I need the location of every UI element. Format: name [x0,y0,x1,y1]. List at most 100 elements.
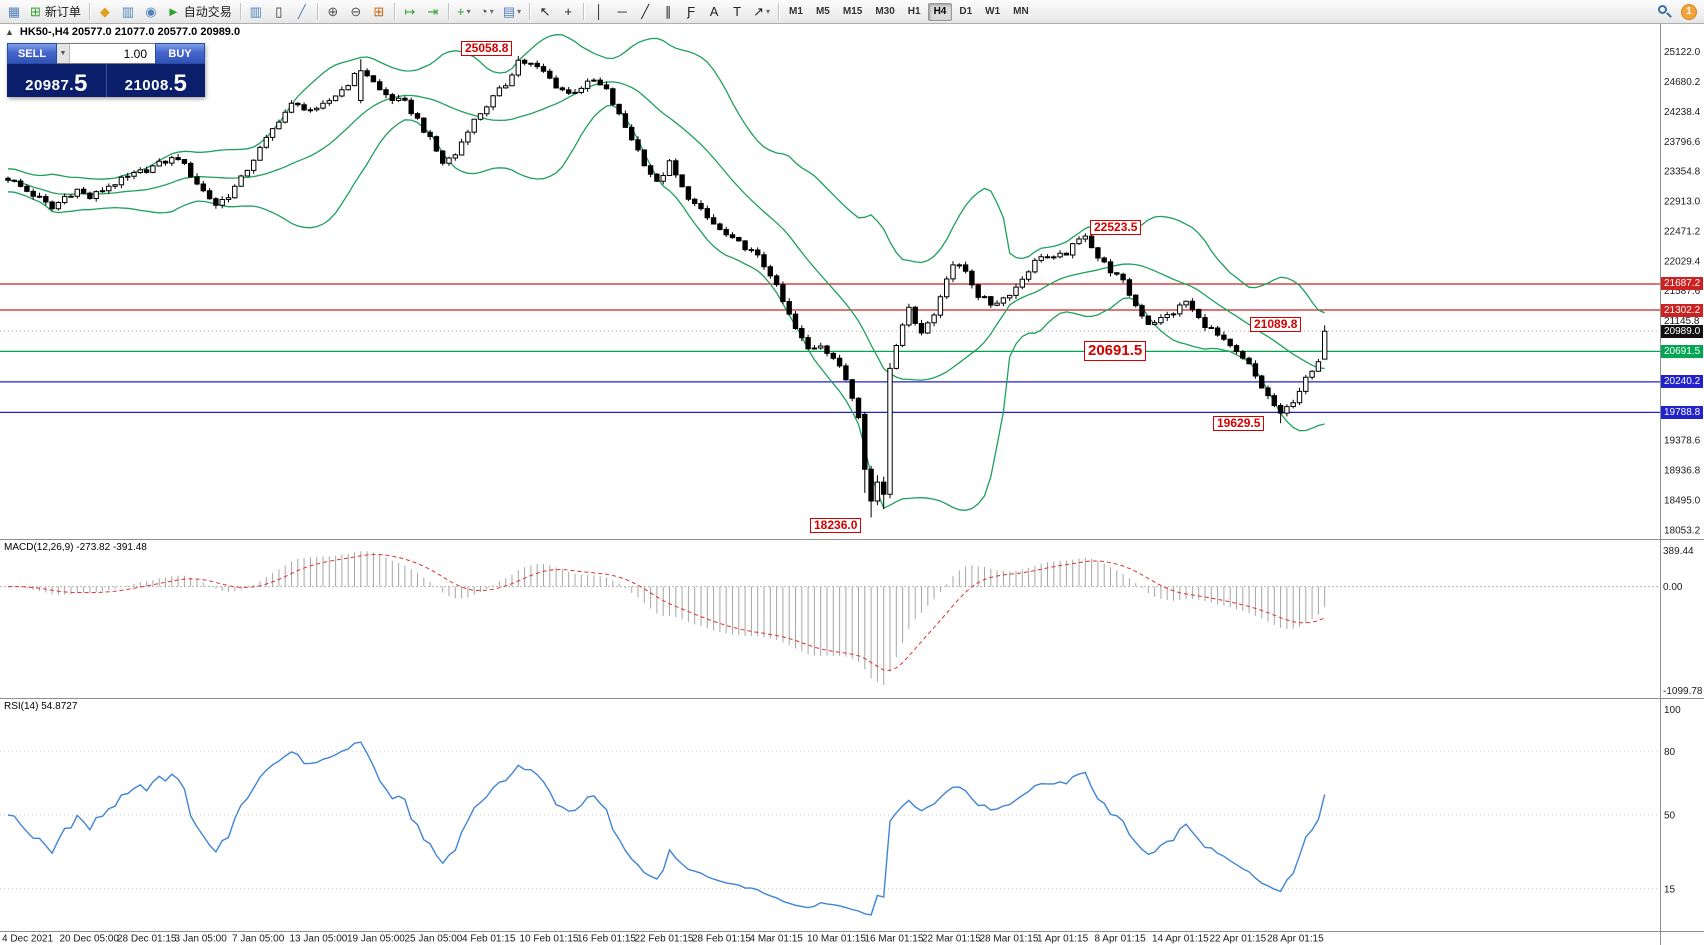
chart-shift-button[interactable]: ⇥ [422,2,444,22]
timeframe-m15[interactable]: M15 [842,6,863,17]
channel-icon: ∥ [664,4,672,19]
timeframe-m5[interactable]: M5 [815,6,830,17]
volume-input[interactable] [70,46,155,61]
time-tick-label: 14 Apr 01:15 [1152,934,1209,945]
sell-button[interactable]: SELL [7,43,57,64]
price-callout-label[interactable]: 21089.8 [1250,317,1302,332]
cursor-icon: ↖ [539,4,551,19]
time-tick-label: 13 Jan 05:00 [290,934,348,945]
price-tick-label: 22471.2 [1664,226,1701,237]
time-axis[interactable] [0,931,1660,945]
cursor-button[interactable]: ↖ [534,2,556,22]
horizontal-line-icon: ─ [617,4,627,19]
price-tick-label: 23796.6 [1664,137,1701,148]
timeframe-h1[interactable]: H1 [907,6,921,17]
rsi-tick-label: 15 [1664,884,1676,895]
price-tick-label: 22029.4 [1664,256,1701,267]
text-button[interactable]: A [703,2,725,22]
rsi-line [7,741,1326,916]
new-chart-button[interactable]: ▦ [3,2,25,22]
indicators-button[interactable]: + ▾ [453,2,475,22]
zoom-out-button[interactable]: ⊖ [345,2,367,22]
autotrading-play-icon: ► [166,4,180,19]
text-icon: A [709,4,719,19]
price-callout-label[interactable]: 22523.5 [1090,220,1142,235]
volume-field[interactable]: ▼ [57,43,155,64]
dropdown-arrow-icon: ▾ [517,7,522,16]
autotrading-button[interactable]: ► 自动交易 [163,2,236,22]
buy-button[interactable]: BUY [155,43,205,64]
templates-button[interactable]: ▤ ▾ [499,2,525,22]
navigator-button[interactable]: ◉ [140,2,162,22]
toolbar-separator [316,3,318,20]
symbol-ohlc-label: HK50-,H4 20577.0 21077.0 20577.0 20989.0 [19,26,241,38]
time-tick-label: 10 Mar 01:15 [807,934,866,945]
text-label-icon: T [733,4,742,19]
zoom-in-button[interactable]: ⊕ [322,2,344,22]
price-axis[interactable] [1660,24,1704,931]
rsi-tick-label: 100 [1664,705,1681,716]
timeframe-w1[interactable]: W1 [985,6,1001,17]
fibonacci-icon: Ƒ [687,4,696,19]
tile-windows-button[interactable]: ⊞ [368,2,390,22]
vertical-line-button[interactable]: │ [588,2,610,22]
timeframe-m1[interactable]: M1 [789,6,803,17]
time-tick-label: 28 Feb 01:15 [692,934,751,945]
zoom-in-icon: ⊕ [327,4,339,19]
toolbar-separator [393,3,395,20]
trendline-button[interactable]: ╱ [634,2,656,22]
bar-chart-button[interactable]: ▥ [245,2,267,22]
time-tick-label: 28 Dec 01:15 [117,934,177,945]
price-tick-label: 19378.6 [1664,436,1701,447]
dropdown-arrow-icon: ▾ [766,7,771,16]
timeframe-mn[interactable]: MN [1013,6,1029,17]
chart-shift-icon: ⇥ [427,4,439,19]
rsi-label: RSI(14) 54.8727 [4,701,78,712]
horizontal-line-button[interactable]: ─ [611,2,633,22]
vertical-line-icon: │ [595,4,604,19]
time-tick-label: 4 Feb 01:15 [462,934,516,945]
toolbar-separator [529,3,531,20]
buy-price[interactable]: 21008. 5 [105,64,206,97]
timeframe-h4[interactable]: H4 [927,2,953,21]
text-label-button[interactable]: T [726,2,748,22]
fibonacci-button[interactable]: Ƒ [680,2,702,22]
price-tick-label: 22913.0 [1664,197,1701,208]
axis-price-marker: 19788.8 [1661,406,1703,419]
volume-dropdown-icon[interactable]: ▼ [57,44,70,63]
price-callout-label[interactable]: 18236.0 [810,518,862,533]
periods-button[interactable]: ◔ ▾ [476,2,498,22]
one-click-panel-toggle[interactable]: ▲ [5,27,14,37]
time-tick-label: 1 Apr 01:15 [1037,934,1089,945]
arrows-button[interactable]: ↗ ▾ [749,2,774,22]
price-callout-label[interactable]: 25058.8 [461,41,513,56]
rsi-tick-label: 50 [1664,811,1676,822]
auto-scroll-icon: ↦ [404,4,416,19]
axis-price-marker: 21302.2 [1661,304,1703,317]
new-order-icon: ⊞ [30,4,41,19]
new-order-button[interactable]: ⊞ 新订单 [26,2,85,22]
timeframe-d1[interactable]: D1 [959,6,973,17]
notification-badge[interactable]: 1 [1681,3,1697,20]
auto-scroll-button[interactable]: ↦ [399,2,421,22]
zoom-out-icon: ⊖ [350,4,362,19]
timeframe-m30[interactable]: M30 [875,6,895,17]
candlestick-chart-button[interactable]: ▯ [268,2,290,22]
dropdown-arrow-icon: ▾ [489,7,494,16]
market-watch-button[interactable]: ▥ [117,2,139,22]
price-callout-label[interactable]: 20691.5 [1084,341,1147,361]
one-click-trading-panel: SELL ▼ BUY 20987. 5 21008. 5 [7,43,205,97]
bollinger-middle-band [7,81,1325,381]
price-callout-label[interactable]: 19629.5 [1213,416,1265,431]
time-tick-label: 28 Mar 01:15 [980,934,1039,945]
time-tick-label: 8 Apr 01:15 [1095,934,1147,945]
toolbar: ▦ ⊞ 新订单 ◆ ▥ ◉ ► 自动交易 ▥ ▯ ╱ ⊕ ⊖ ⊞ ↦ ⇥ + ▾ ◔ ▾ ▤ ▾ ↖ + │ ─ ╱ ∥ Ƒ A T ↗ ▾ M1… [0,0,1704,24]
metaeditor-button[interactable]: ◆ [94,2,116,22]
sell-price[interactable]: 20987. 5 [7,64,106,97]
crosshair-button[interactable]: + [557,2,579,22]
search-button[interactable] [1653,2,1676,22]
trade-prices-row: 20987. 5 21008. 5 [7,64,205,97]
equidistant-channel-button[interactable]: ∥ [657,2,679,22]
line-chart-button[interactable]: ╱ [291,2,313,22]
